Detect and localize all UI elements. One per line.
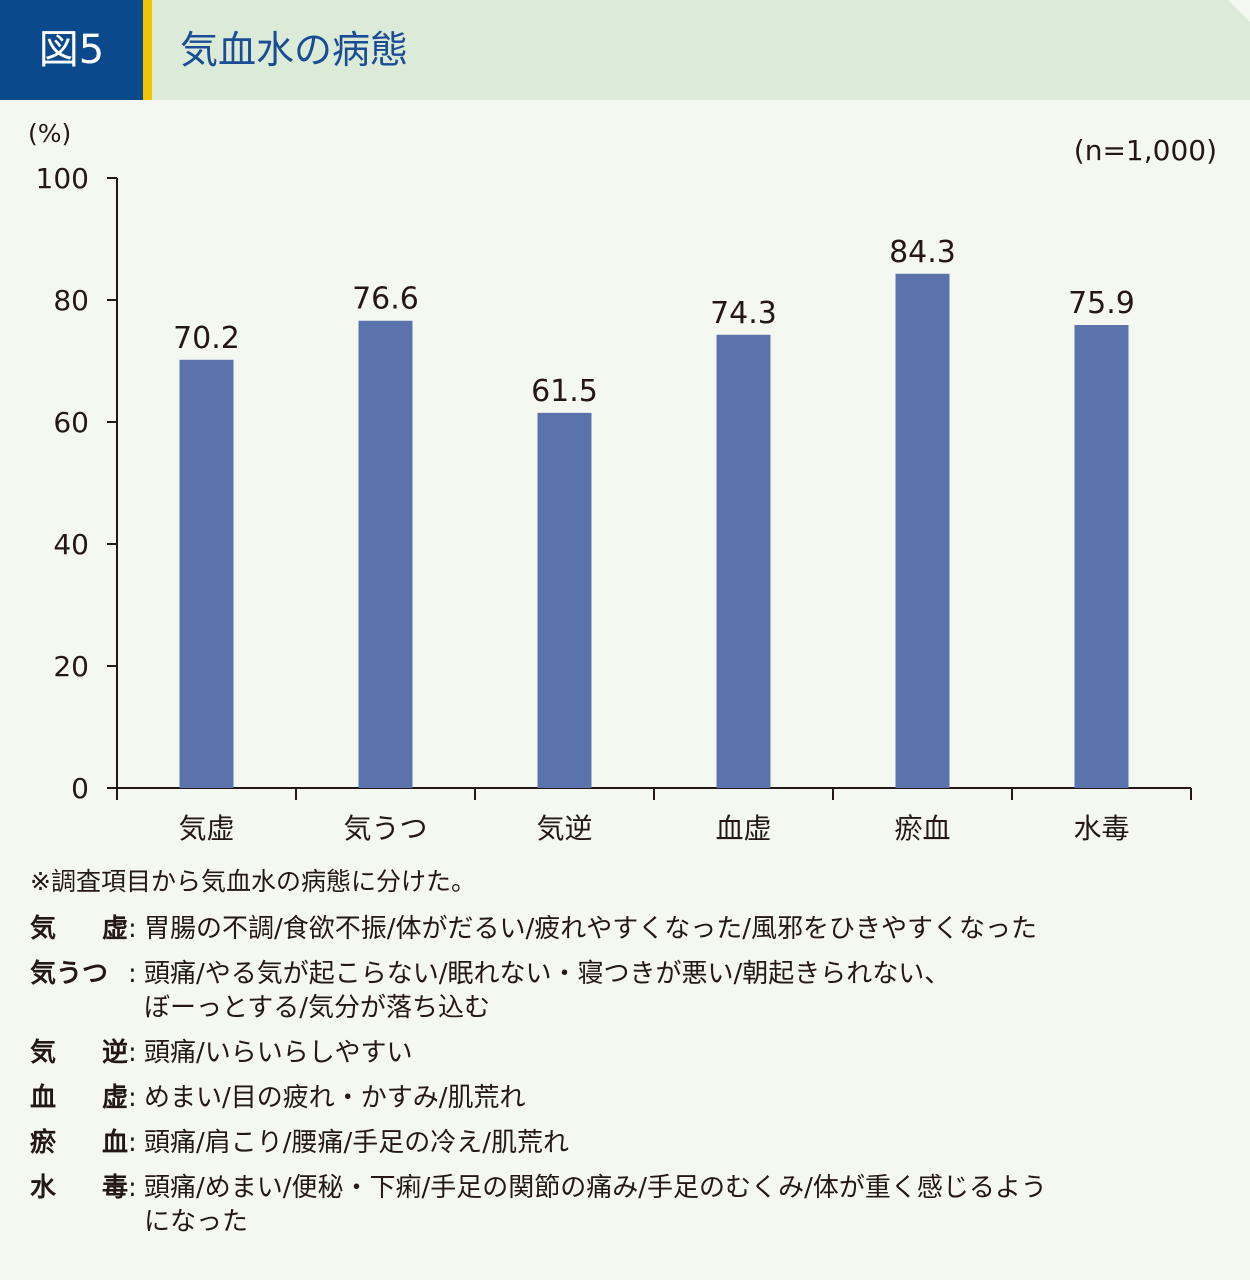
definition-colon: : xyxy=(128,914,137,944)
definition-description: 頭痛/めまい/便秘・下痢/手足の関節の痛み/手足のむくみ/体が重く感じるよう に… xyxy=(144,1173,1047,1237)
bar xyxy=(716,334,771,788)
x-category-label: 気逆 xyxy=(536,812,592,845)
definition-term: 気虚 xyxy=(30,912,128,946)
figure-title: 気血水の病態 xyxy=(180,28,409,72)
bar-value-label: 61.5 xyxy=(531,374,598,409)
figure-accent-bar xyxy=(143,0,152,100)
y-tick-label: 60 xyxy=(53,406,89,439)
figure-header: 図5 気血水の病態 xyxy=(0,0,1250,100)
definition-term: 気うつ xyxy=(30,957,128,1025)
definition-row: 気虚: 胃腸の不調/食欲不振/体がだるい/疲れやすくなった/風邪をひきやすくなった xyxy=(30,912,1230,946)
y-tick-label: 20 xyxy=(53,650,89,683)
bar-value-label: 74.3 xyxy=(710,296,777,331)
survey-note: ※調査項目から気血水の病態に分けた。 xyxy=(30,867,476,896)
bar-value-label: 84.3 xyxy=(889,235,956,270)
definition-list: 気虚: 胃腸の不調/食欲不振/体がだるい/疲れやすくなった/風邪をひきやすくなった… xyxy=(30,912,1230,1250)
x-category-label: 水毒 xyxy=(1073,812,1129,845)
figure-number: 図5 xyxy=(0,0,143,100)
bar xyxy=(358,320,413,788)
definition-term: 気逆 xyxy=(30,1036,128,1070)
x-axis: 気虚 気うつ 気逆 血虚 瘀血 水毒 xyxy=(116,787,1192,845)
y-tick-label: 40 xyxy=(53,528,89,561)
definition-term: 血虚 xyxy=(30,1081,128,1115)
definition-term: 瘀血 xyxy=(30,1126,128,1160)
definition-description: 頭痛/いらいらしやすい xyxy=(144,1038,413,1068)
y-tick-label: 0 xyxy=(71,772,89,805)
definition-description: 胃腸の不調/食欲不振/体がだるい/疲れやすくなった/風邪をひきやすくなった xyxy=(144,914,1038,944)
x-category-label: 瘀血 xyxy=(894,812,950,845)
x-category-label: 血虚 xyxy=(715,812,771,845)
definition-row: 気うつ: 頭痛/やる気が起こらない/眠れない・寝つきが悪い/朝起きられない、 ぼー… xyxy=(30,957,1230,1025)
x-category-label: 気うつ xyxy=(343,812,427,845)
definition-description: 頭痛/肩こり/腰痛/手足の冷え/肌荒れ xyxy=(144,1128,570,1158)
bar xyxy=(895,273,950,788)
header-corner-cut xyxy=(1228,0,1250,22)
definition-term-char: 毒 xyxy=(101,1173,128,1203)
definition-row: 血虚: めまい/目の疲れ・かすみ/肌荒れ xyxy=(30,1081,1230,1115)
sample-size-note: (n=1,000) xyxy=(1074,134,1217,167)
definition-term-char: 血 xyxy=(101,1128,128,1158)
definition-term: 水毒 xyxy=(30,1171,128,1239)
definition-colon: : xyxy=(128,1128,137,1158)
definition-term-char: 水 xyxy=(30,1173,57,1203)
bar xyxy=(179,359,234,788)
definition-term-char: 逆 xyxy=(101,1038,128,1068)
definition-term-char: 気 xyxy=(30,1038,57,1068)
definition-term-char: 気 xyxy=(30,914,57,944)
bar-value-label: 75.9 xyxy=(1068,286,1135,321)
definition-term-char: 瘀 xyxy=(30,1128,57,1158)
x-category-label: 気虚 xyxy=(178,812,234,845)
bar-value-label: 76.6 xyxy=(352,282,419,317)
bar xyxy=(1074,325,1129,788)
definition-colon: : xyxy=(128,1083,137,1113)
definition-colon: : xyxy=(128,1038,137,1068)
bar xyxy=(537,412,592,788)
definition-colon: : xyxy=(128,959,137,989)
y-axis: 0 20 40 60 80 100 xyxy=(36,162,118,805)
definition-term-char: 血 xyxy=(30,1083,57,1113)
definition-row: 気逆: 頭痛/いらいらしやすい xyxy=(30,1036,1230,1070)
bar-value-label: 70.2 xyxy=(173,321,240,356)
definition-row: 瘀血: 頭痛/肩こり/腰痛/手足の冷え/肌荒れ xyxy=(30,1126,1230,1160)
y-tick-label: 100 xyxy=(36,162,89,195)
y-tick-label: 80 xyxy=(53,284,89,317)
definition-description: めまい/目の疲れ・かすみ/肌荒れ xyxy=(144,1083,526,1113)
definition-row: 水毒: 頭痛/めまい/便秘・下痢/手足の関節の痛み/手足のむくみ/体が重く感じるよ… xyxy=(30,1171,1230,1239)
definition-term-char: 虚 xyxy=(101,1083,128,1113)
bars: 70.2 76.6 61.5 74.3 84.3 75.9 xyxy=(173,235,1135,788)
definition-description: 頭痛/やる気が起こらない/眠れない・寝つきが悪い/朝起きられない、 ぼーっとする… xyxy=(144,959,951,1023)
y-axis-unit: (%) xyxy=(28,119,71,148)
definition-colon: : xyxy=(128,1173,137,1203)
definition-term-char: 気うつ xyxy=(30,959,109,989)
definition-term-char: 虚 xyxy=(101,914,128,944)
